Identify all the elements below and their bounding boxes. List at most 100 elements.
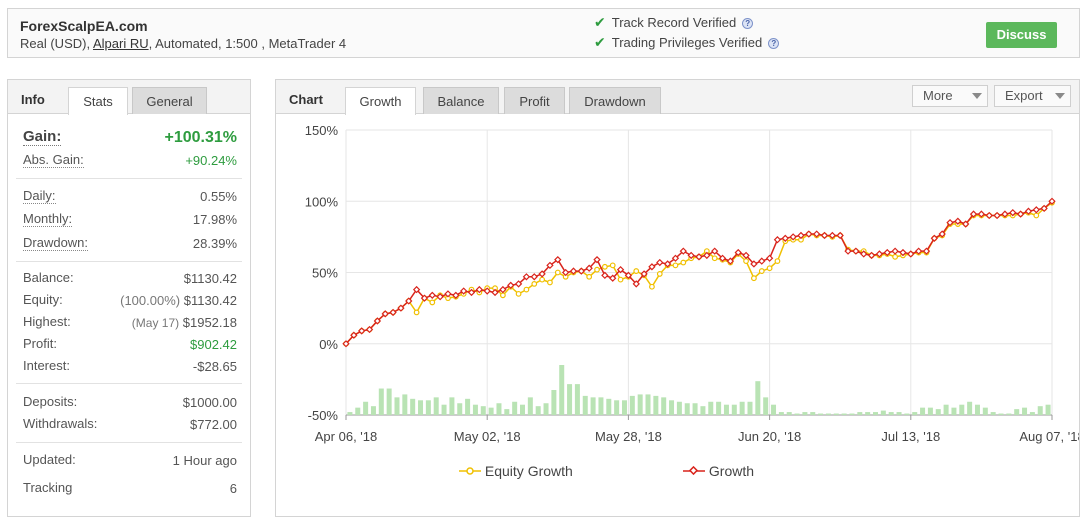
growth-point (436, 293, 444, 301)
growth-point (938, 230, 946, 238)
highest-date: (May 17) (131, 316, 180, 330)
volume-bar (763, 397, 769, 415)
volume-bar (998, 413, 1004, 415)
volume-bar (692, 403, 698, 415)
growth-point (852, 247, 860, 255)
growth-point (993, 211, 1001, 220)
stat-label[interactable]: Gain: (23, 128, 62, 146)
growth-point (475, 285, 484, 294)
volume-bar (841, 413, 847, 415)
growth-point (412, 285, 421, 294)
volume-bar (904, 413, 910, 415)
growth-point (742, 251, 750, 260)
broker-link[interactable]: Alpari RU (92, 36, 149, 51)
stat-value: -$28.65 (192, 359, 237, 374)
volume-bar (527, 397, 533, 415)
volume-bar (825, 413, 831, 415)
series-line (345, 202, 1053, 345)
tab-general[interactable]: General (132, 87, 207, 114)
trading-privileges-label: Trading Privileges Verified (611, 35, 763, 50)
growth-point (907, 250, 915, 258)
stat-value: $772.00 (190, 417, 237, 432)
tab-stats[interactable]: Stats (68, 87, 128, 115)
volume-bar (1029, 412, 1035, 415)
stat-label[interactable]: Daily: (23, 188, 56, 204)
legend-equity-icon (459, 467, 481, 475)
stat-label[interactable]: Abs. Gain: (23, 152, 84, 168)
volume-bar (1022, 407, 1028, 415)
y-tick-label: 0% (319, 337, 338, 352)
volume-bar (621, 400, 627, 415)
volume-bar (567, 384, 573, 415)
volume-bars (347, 365, 1051, 415)
volume-bar (520, 404, 525, 415)
legend-growth[interactable]: Growth (683, 463, 754, 479)
growth-point (1009, 208, 1017, 217)
check-icon: ✔ (594, 14, 606, 30)
tab-profit[interactable]: Profit (504, 87, 565, 114)
divider (16, 383, 242, 384)
growth-point (930, 234, 939, 242)
tab-drawdown[interactable]: Drawdown (569, 87, 661, 114)
equity-point (1033, 212, 1040, 219)
discuss-button[interactable]: Discuss (986, 22, 1057, 48)
volume-bar (747, 401, 753, 415)
chart-panel: Chart Growth Balance Profit Drawdown Mor… (275, 79, 1080, 517)
growth-point (820, 231, 829, 240)
equity-point (766, 265, 773, 272)
system-name[interactable]: ForexScalpEA.com (20, 18, 148, 34)
growth-point (797, 231, 805, 240)
legend-equity-growth[interactable]: Equity Growth (459, 463, 573, 479)
equity-point (680, 259, 687, 266)
tab-balance[interactable]: Balance (423, 87, 499, 114)
growth-point (781, 234, 789, 242)
growth-point (561, 268, 570, 277)
growth-point (1024, 207, 1033, 215)
volume-bar (410, 398, 416, 415)
growth-point (695, 253, 703, 261)
growth-point (765, 254, 774, 262)
growth-point (726, 257, 735, 265)
tab-growth[interactable]: Growth (345, 87, 416, 115)
y-tick-label: 100% (305, 194, 339, 209)
volume-bar (441, 404, 447, 415)
volume-bar (590, 397, 596, 415)
stat-label[interactable]: Monthly: (23, 211, 73, 227)
growth-point (507, 281, 515, 290)
equity-amount: $1130.42 (183, 293, 237, 308)
volume-bar (1037, 406, 1043, 415)
stat-label: Deposits: (23, 394, 78, 409)
equity-point (547, 279, 553, 286)
growth-point (585, 264, 593, 272)
growth-point (546, 261, 554, 270)
stat-value: 6 (229, 481, 237, 496)
stat-label[interactable]: Drawdown: (23, 235, 89, 251)
volume-bar (912, 412, 918, 415)
equity-point (523, 286, 530, 293)
growth-point (428, 291, 436, 299)
help-icon[interactable]: ? (742, 18, 754, 29)
growth-point (1048, 197, 1056, 205)
equity-point (429, 299, 436, 306)
growth-point (687, 251, 695, 260)
equity-point (609, 262, 616, 269)
volume-bar (653, 395, 659, 415)
growth-point (1016, 210, 1025, 218)
help-icon[interactable]: ? (768, 38, 780, 49)
volume-bar (370, 406, 376, 415)
volume-bar (802, 412, 808, 415)
volume-bar (959, 404, 965, 415)
export-label: Export (1005, 88, 1043, 103)
trading-privileges-verified: ✔ Trading Privileges Verified? (594, 34, 780, 51)
volume-bar (967, 401, 973, 415)
growth-chart[interactable]: 150% 100% 50% 0% -50% Apr 06, '18 May 02, '18 M… (276, 114, 1079, 514)
export-button[interactable]: Export (994, 85, 1071, 107)
growth-point (828, 231, 837, 240)
stat-value: 17.98% (192, 212, 237, 227)
growth-point (624, 271, 633, 280)
y-tick-label: 150% (305, 123, 339, 138)
volume-bar (857, 412, 863, 415)
track-record-verified: ✔ Track Record Verified? (594, 14, 754, 31)
stat-value: 28.39% (192, 236, 237, 251)
more-button[interactable]: More (912, 85, 988, 107)
